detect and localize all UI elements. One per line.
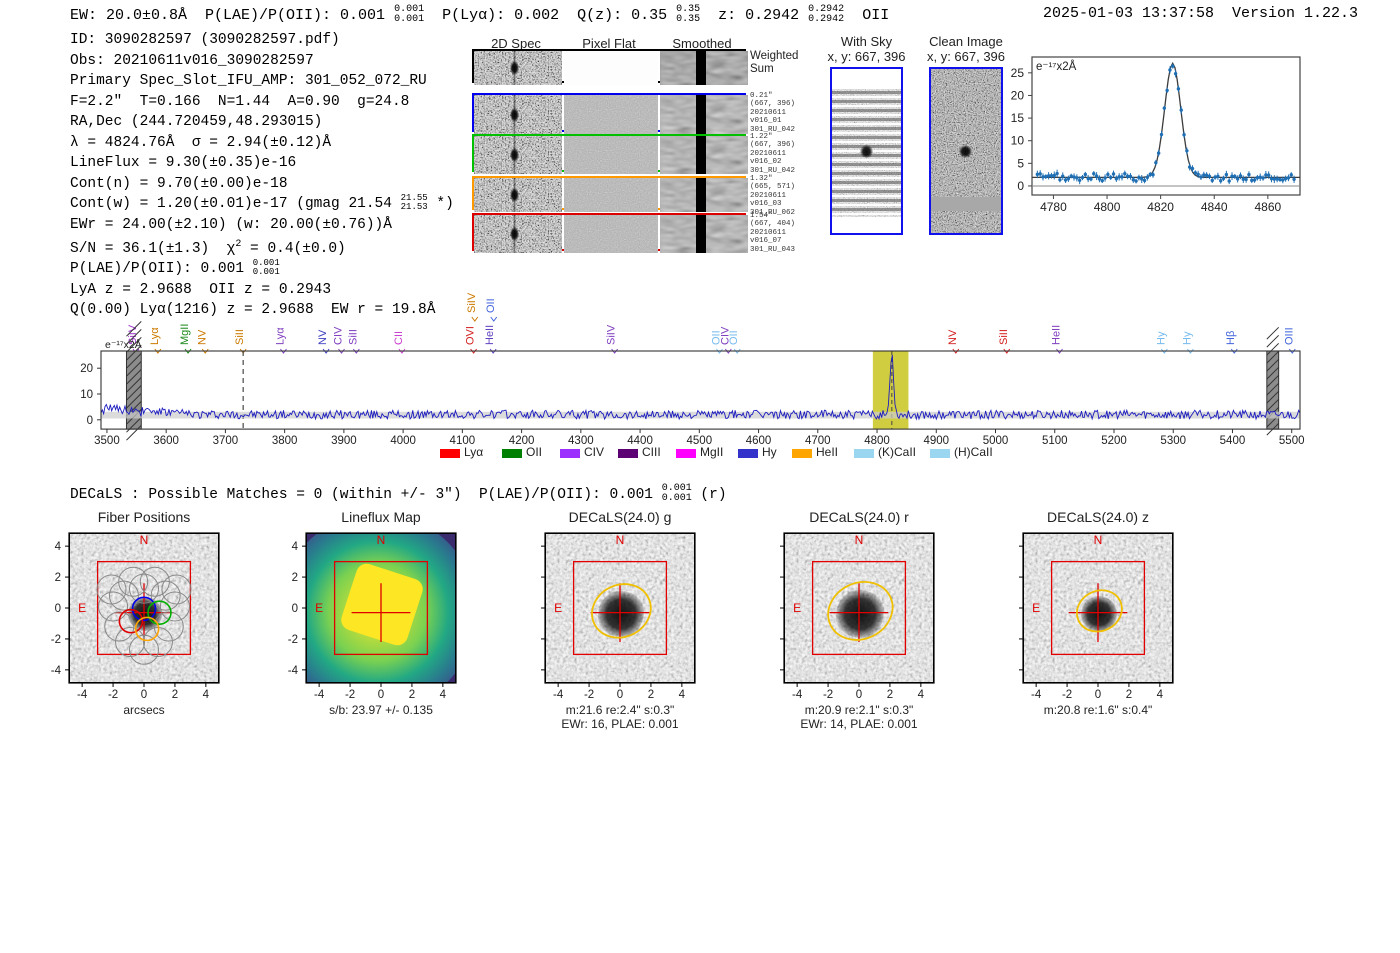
svg-text:2: 2 (648, 689, 654, 701)
svg-text:N: N (855, 533, 864, 547)
svg-text:4: 4 (1157, 689, 1164, 701)
svg-text:-4: -4 (51, 665, 62, 677)
svg-text:2: 2 (1126, 689, 1132, 701)
svg-text:-2: -2 (345, 689, 355, 701)
svg-text:0: 0 (617, 689, 623, 701)
svg-text:4820: 4820 (1147, 200, 1174, 214)
svg-text:4780: 4780 (1040, 200, 1067, 214)
svg-text:MgII: MgII (179, 324, 191, 345)
svg-text:4900: 4900 (923, 435, 949, 447)
svg-text:2: 2 (172, 689, 178, 701)
svg-text:+: + (140, 606, 148, 621)
svg-text:0: 0 (55, 603, 61, 615)
svg-text:e⁻¹⁷x2Å: e⁻¹⁷x2Å (105, 338, 142, 351)
svg-text:CII: CII (393, 331, 405, 345)
svg-text:HeII: HeII (1051, 325, 1063, 345)
svg-text:4: 4 (292, 541, 299, 553)
svg-text:-2: -2 (823, 689, 833, 701)
svg-text:0: 0 (292, 603, 298, 615)
svg-text:E: E (793, 601, 801, 615)
svg-text:4: 4 (679, 689, 686, 701)
svg-text:Lyα: Lyα (149, 327, 161, 345)
svg-text:-4: -4 (77, 689, 88, 701)
svg-text:Hy: Hy (1155, 331, 1167, 345)
svg-text:4: 4 (203, 689, 210, 701)
svg-text:-2: -2 (288, 634, 298, 646)
svg-text:0: 0 (141, 689, 147, 701)
svg-text:OII: OII (728, 330, 740, 345)
svg-text:3500: 3500 (94, 435, 120, 447)
svg-text:5: 5 (1017, 156, 1024, 170)
svg-text:2: 2 (55, 572, 61, 584)
svg-text:15: 15 (1011, 111, 1025, 125)
svg-text:N: N (140, 533, 149, 547)
svg-text:2: 2 (887, 689, 893, 701)
svg-text:5200: 5200 (1101, 435, 1127, 447)
svg-text:E: E (1032, 601, 1040, 615)
svg-text:4840: 4840 (1201, 200, 1228, 214)
svg-text:E: E (315, 601, 323, 615)
svg-text:N: N (377, 533, 386, 547)
svg-text:10: 10 (1011, 134, 1025, 148)
svg-text:4860: 4860 (1254, 200, 1281, 214)
svg-text:NV: NV (196, 329, 208, 345)
svg-text:-4: -4 (314, 689, 325, 701)
svg-text:N: N (1094, 533, 1103, 547)
svg-text:SiII: SiII (998, 329, 1010, 345)
svg-text:20: 20 (80, 363, 93, 375)
svg-text:-4: -4 (288, 665, 299, 677)
svg-text:E: E (554, 601, 562, 615)
svg-text:SiII: SiII (234, 329, 246, 345)
svg-text:-2: -2 (584, 689, 594, 701)
svg-text:Hy: Hy (1181, 331, 1193, 345)
svg-text:-4: -4 (792, 689, 803, 701)
svg-text:4: 4 (918, 689, 925, 701)
svg-text:5500: 5500 (1279, 435, 1305, 447)
svg-text:CIV: CIV (333, 326, 345, 345)
svg-text:SiIV: SiIV (466, 292, 478, 313)
svg-text:3600: 3600 (153, 435, 179, 447)
svg-text:3800: 3800 (272, 435, 298, 447)
svg-text:NV: NV (317, 329, 329, 345)
svg-text:5400: 5400 (1220, 435, 1246, 447)
svg-text:4800: 4800 (1094, 200, 1121, 214)
svg-text:20: 20 (1011, 88, 1025, 102)
svg-text:25: 25 (1011, 66, 1025, 80)
svg-text:0: 0 (1095, 689, 1101, 701)
svg-text:3700: 3700 (213, 435, 239, 447)
svg-text:Hβ: Hβ (1225, 331, 1237, 345)
svg-text:OIII: OIII (1283, 327, 1295, 345)
svg-text:-2: -2 (108, 689, 118, 701)
svg-text:2: 2 (292, 572, 298, 584)
svg-text:4: 4 (55, 541, 62, 553)
svg-text:e⁻¹⁷x2Å: e⁻¹⁷x2Å (1036, 60, 1077, 73)
svg-text:0: 0 (378, 689, 384, 701)
svg-text:10: 10 (80, 389, 93, 401)
svg-text:4000: 4000 (390, 435, 416, 447)
svg-text:0: 0 (1017, 179, 1024, 193)
svg-text:OVI: OVI (465, 326, 477, 345)
svg-text:SiII: SiII (347, 329, 359, 345)
svg-text:5300: 5300 (1160, 435, 1186, 447)
svg-text:+: + (377, 606, 385, 621)
svg-text:-2: -2 (51, 634, 61, 646)
svg-text:5100: 5100 (1042, 435, 1068, 447)
svg-text:3900: 3900 (331, 435, 357, 447)
svg-text:Lyα: Lyα (275, 327, 287, 345)
svg-text:-2: -2 (1062, 689, 1072, 701)
svg-text:HeII: HeII (484, 325, 496, 345)
svg-text:0: 0 (856, 689, 862, 701)
svg-text:N: N (616, 533, 625, 547)
svg-text:-4: -4 (1031, 689, 1042, 701)
svg-text:2: 2 (409, 689, 415, 701)
svg-text:OII: OII (485, 298, 497, 313)
svg-text:NV: NV (947, 329, 959, 345)
svg-text:SiIV: SiIV (606, 324, 618, 345)
svg-text:-4: -4 (553, 689, 564, 701)
svg-text:4: 4 (440, 689, 447, 701)
svg-text:E: E (78, 601, 86, 615)
svg-text:0: 0 (87, 415, 93, 427)
